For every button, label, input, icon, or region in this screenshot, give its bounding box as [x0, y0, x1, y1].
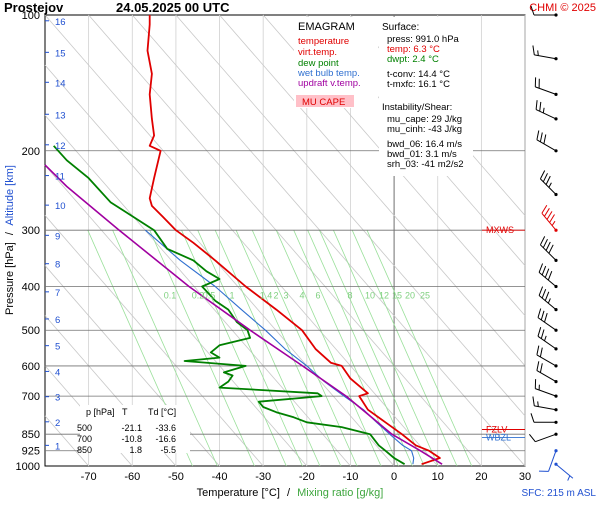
altitude-tick-label: 9	[55, 231, 60, 242]
mixing-ratio-label: 12	[379, 291, 389, 301]
legend-item-updraft: updraft v.temp.	[298, 78, 361, 89]
altitude-tick-label: 10	[55, 201, 66, 212]
altitude-tick-label: 13	[55, 110, 66, 121]
sfc-altitude-label: SFC: 215 m ASL	[522, 488, 597, 499]
special-level-label-wbzl: WBZL	[486, 433, 511, 443]
temperature-tick--50: -50	[168, 471, 184, 483]
mixing-ratio-label: 6	[315, 291, 320, 301]
table-cell: -5.5	[160, 445, 176, 455]
altitude-tick-label: 12	[55, 141, 66, 152]
surface-title: Surface:	[382, 22, 419, 33]
temperature-tick-0: 0	[391, 471, 397, 483]
pressure-tick-200: 200	[22, 146, 40, 158]
mixing-ratio-label: 4	[299, 291, 304, 301]
y-axis-label-altitude: Altitude [km]	[4, 165, 16, 226]
level-table: p [hPa] T Td [°C] 500 -21.1 -33.6 700 -10.8 -16.…	[77, 405, 190, 455]
surface-row-6: Instability/Shear:	[382, 102, 452, 113]
altitude-tick-label: 3	[55, 393, 60, 404]
temperature-tick--30: -30	[255, 471, 271, 483]
temperature-tick-10: 10	[432, 471, 444, 483]
y-axis-title: Pressure [hPa] / Altitude [km]	[4, 165, 16, 315]
pressure-tick-925: 925	[22, 446, 40, 458]
credit-label: CHMI © 2025	[529, 2, 596, 14]
table-cell: 500	[77, 423, 92, 433]
pressure-tick-400: 400	[22, 282, 40, 294]
x-axis-label-temperature: Temperature [°C]	[197, 487, 280, 499]
y-axis-label-sep: /	[4, 231, 16, 235]
mu-cape-badge: MU CAPE	[302, 97, 345, 108]
sounding-datetime: 24.05.2025 00 UTC	[116, 0, 230, 15]
mixing-ratio-label: 8	[347, 291, 352, 301]
mixing-ratio-label: 0.5	[203, 291, 216, 301]
pressure-tick-700: 700	[22, 391, 40, 403]
legend-item-temperature: temperature	[298, 36, 349, 47]
legend-title: EMAGRAM	[298, 21, 355, 33]
pressure-tick-100: 100	[22, 10, 40, 22]
altitude-tick-label: 5	[55, 342, 60, 353]
y-axis-label-pressure: Pressure [hPa]	[4, 242, 16, 315]
table-cell: 1.8	[129, 445, 142, 455]
mixing-ratio-label: 1.4	[260, 291, 273, 301]
altitude-tick-label: 15	[55, 48, 66, 59]
table-cell: -21.1	[121, 423, 142, 433]
altitude-tick-label: 1	[55, 441, 60, 452]
table-cell: -10.8	[121, 434, 142, 444]
temperature-tick--40: -40	[212, 471, 228, 483]
temperature-tick-30: 30	[519, 471, 531, 483]
altitude-tick-label: 2	[55, 418, 60, 429]
altitude-tick-label: 16	[55, 17, 66, 28]
mixing-ratio-label: 25	[420, 291, 430, 301]
pressure-tick-1000: 1000	[16, 461, 40, 473]
mixing-ratio-label: 20	[405, 291, 415, 301]
pressure-tick-500: 500	[22, 325, 40, 337]
legend-item-virt-temp: virt.temp.	[298, 47, 337, 58]
x-axis-label-mixing: Mixing ratio [g/kg]	[297, 487, 383, 499]
temperature-tick--70: -70	[81, 471, 97, 483]
pressure-tick-600: 600	[22, 361, 40, 373]
table-cell: 700	[77, 434, 92, 444]
table-header-2: T	[122, 407, 128, 417]
altitude-tick-label: 14	[55, 78, 66, 89]
altitude-tick-label: 11	[55, 172, 65, 183]
pressure-tick-300: 300	[22, 225, 40, 237]
mixing-ratio-label: 3	[283, 291, 288, 301]
table-cell: 850	[77, 445, 92, 455]
x-axis-title: Temperature [°C] / Mixing ratio [g/kg]	[197, 487, 384, 499]
temperature-tick--60: -60	[124, 471, 140, 483]
x-axis-label-sep: /	[287, 487, 291, 499]
altitude-tick-label: 4	[55, 367, 60, 378]
special-level-label-mxws: MXWS	[486, 225, 514, 235]
legend-box: EMAGRAM temperature virt.temp. dew point…	[294, 17, 378, 108]
mixing-ratio-label: 2	[273, 291, 278, 301]
mixing-ratio-label: 15	[392, 291, 402, 301]
surface-row-11: srh_03: -41 m2/s2	[387, 159, 464, 170]
temperature-tick-20: 20	[475, 471, 487, 483]
surface-row-5: t-mxfc: 16.1 °C	[387, 79, 450, 90]
temperature-tick--10: -10	[343, 471, 359, 483]
altitude-tick-label: 6	[55, 315, 60, 326]
table-cell: -16.6	[155, 434, 176, 444]
mixing-ratio-label: 1	[229, 291, 234, 301]
table-header-3: Td [°C]	[148, 407, 176, 417]
altitude-tick-label: 8	[55, 260, 60, 271]
table-header-1: p [hPa]	[86, 407, 115, 417]
surface-row-8: mu_cinh: -43 J/kg	[387, 124, 462, 135]
pressure-tick-850: 850	[22, 429, 40, 441]
altitude-tick-label: 7	[55, 288, 60, 299]
wind-barb-half-feather	[538, 50, 539, 55]
wind-barb-half-feather	[538, 401, 539, 406]
temperature-tick--20: -20	[299, 471, 315, 483]
mixing-ratio-label: 0.1	[164, 291, 177, 301]
mixing-ratio-label: 10	[365, 291, 375, 301]
surface-row-3: dwpt: 2.4 °C	[387, 54, 439, 65]
table-cell: -33.6	[155, 423, 176, 433]
